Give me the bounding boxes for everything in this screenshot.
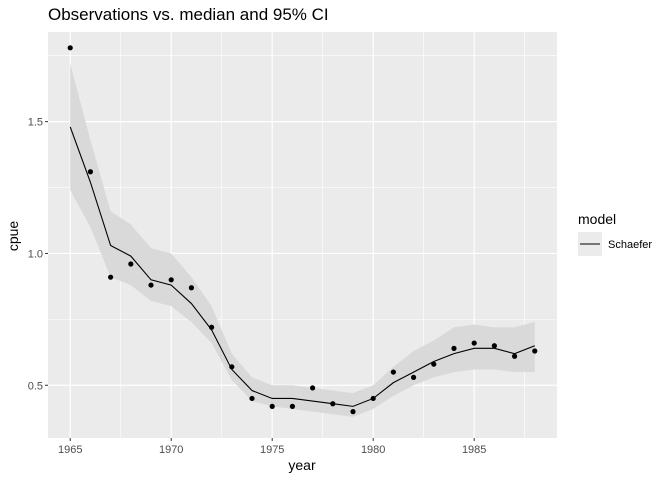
observation-point (451, 345, 457, 351)
observation-point (67, 45, 73, 51)
chart-title: Observations vs. median and 95% CI (48, 5, 329, 24)
y-tick-label: 1.5 (28, 117, 43, 129)
observation-point (209, 324, 215, 330)
observation-point (410, 374, 417, 380)
legend-title: model (578, 211, 616, 227)
observation-point (249, 395, 255, 402)
x-axis: 1965 1970 1975 1980 1985 (58, 438, 486, 456)
observation-point (330, 401, 336, 407)
observation-point (491, 343, 497, 349)
median-line (69, 126, 535, 407)
observation-point (188, 285, 195, 291)
observation-point (309, 385, 316, 391)
observation-point (148, 282, 154, 288)
legend-label-schaefer: Schaefer (608, 239, 652, 251)
observation-point (390, 369, 396, 375)
observation-point (350, 409, 356, 415)
minor-gridlines (48, 32, 557, 438)
observation-point (511, 353, 518, 359)
observation-point (168, 277, 174, 283)
observation-point (431, 361, 437, 367)
x-axis-title: year (288, 457, 316, 473)
legend: model Schaefer (578, 211, 652, 256)
x-tick-label: 1985 (462, 444, 486, 456)
major-gridlines (48, 32, 557, 438)
x-tick-label: 1975 (260, 444, 284, 456)
observation-point (289, 403, 296, 409)
observation-points (67, 45, 538, 415)
y-tick-label: 1.0 (28, 248, 43, 260)
observation-point (87, 169, 94, 175)
observation-point (471, 340, 477, 346)
observation-point (532, 348, 538, 354)
y-tick-label: 0.5 (28, 380, 43, 392)
observation-point (370, 395, 376, 402)
observation-point (269, 403, 275, 409)
x-tick-label: 1965 (58, 444, 82, 456)
x-tick-label: 1980 (361, 444, 385, 456)
x-tick-label: 1970 (159, 444, 183, 456)
observation-point (128, 261, 134, 267)
y-axis-title: cpue (5, 221, 21, 252)
observation-point (108, 274, 114, 280)
observation-point (229, 364, 235, 370)
y-axis: 0.5 1.0 1.5 (28, 117, 48, 392)
